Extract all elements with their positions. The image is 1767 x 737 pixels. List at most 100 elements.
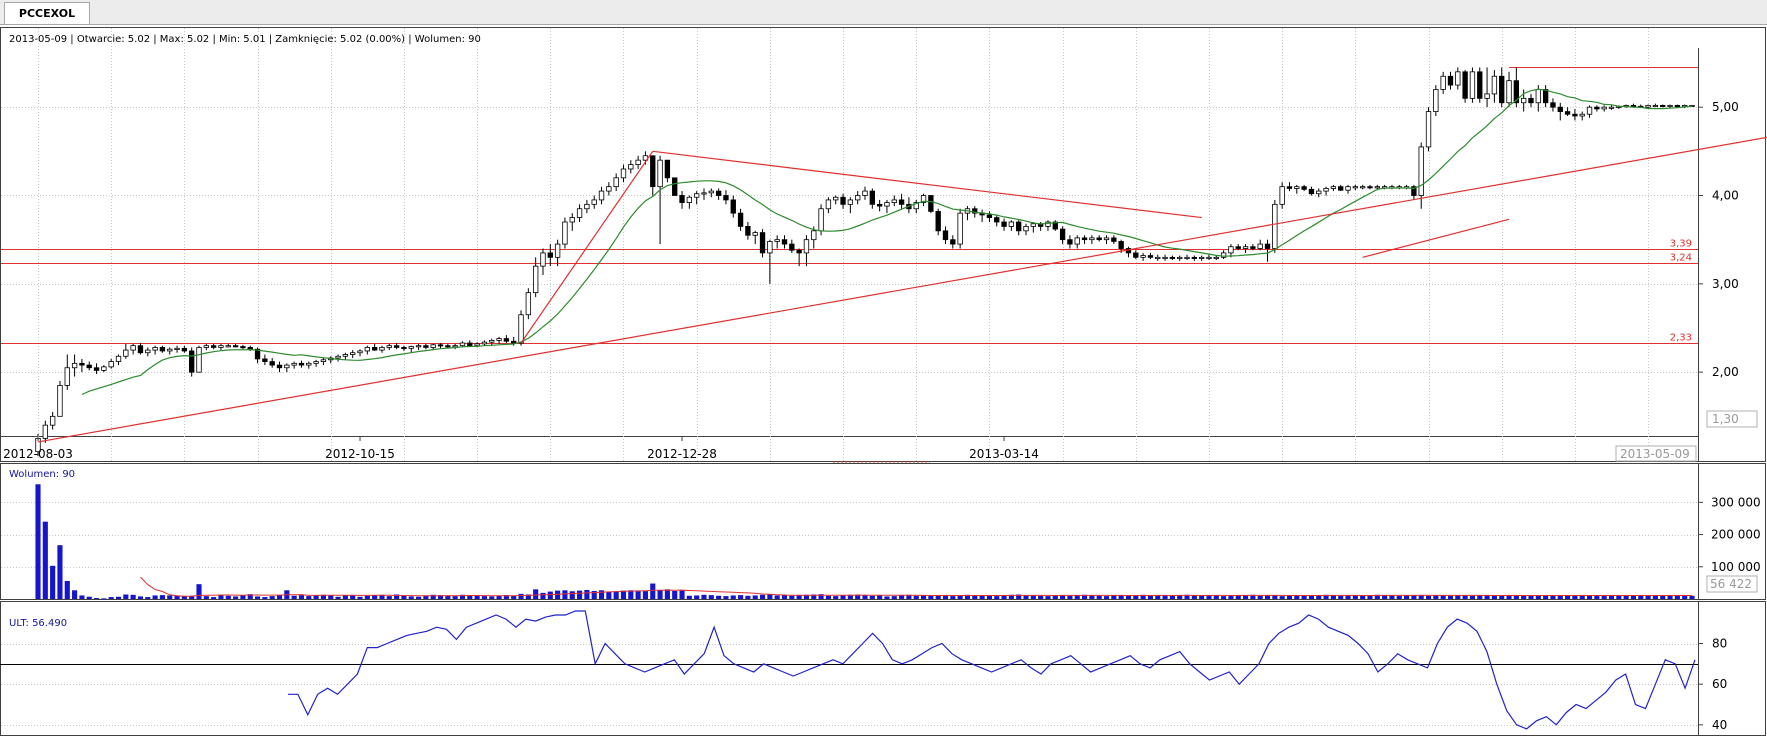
candle-body: [93, 367, 100, 371]
volume-bar: [1169, 595, 1175, 599]
candle-body: [401, 347, 407, 350]
candle-body: [386, 345, 392, 348]
candle-body: [1272, 203, 1278, 249]
candle-body: [1162, 256, 1168, 259]
candle: [686, 195, 693, 209]
candle-body: [1242, 246, 1249, 249]
candle: [789, 239, 795, 253]
date-tick-label: 2013-03-14: [969, 447, 1039, 461]
candle-body: [847, 199, 854, 205]
volume-bar: [620, 590, 627, 599]
volume-bar: [891, 596, 897, 599]
candle: [371, 343, 378, 351]
volume-bar: [101, 598, 107, 600]
candle-body: [803, 239, 810, 254]
candle: [1294, 184, 1300, 194]
candle-body: [920, 195, 927, 203]
candle-body: [115, 355, 122, 362]
candle: [313, 359, 319, 367]
volume-bar: [1367, 595, 1373, 599]
candle: [57, 381, 63, 417]
candle-body: [152, 347, 158, 351]
candle: [306, 361, 312, 369]
candle: [694, 191, 700, 205]
volume-bar: [1060, 595, 1066, 599]
candle-body: [225, 345, 231, 348]
candle-body: [298, 362, 305, 366]
ult-axis-labels: 40 60 80: [1698, 637, 1727, 732]
volume-bar: [320, 594, 326, 599]
candle: [569, 213, 575, 231]
candle: [584, 199, 590, 214]
candle: [986, 211, 993, 222]
volume-bar: [1462, 595, 1468, 599]
candle: [540, 248, 546, 275]
candle: [269, 358, 275, 368]
candle: [1279, 182, 1285, 209]
volume-bar: [1374, 594, 1380, 599]
volume-bar: [225, 595, 231, 599]
candle-body: [174, 347, 180, 350]
candle: [262, 354, 268, 366]
volume-bar: [1243, 595, 1249, 599]
candle: [745, 222, 751, 240]
candle-body: [686, 196, 693, 203]
volume-bar: [1162, 595, 1168, 599]
volume-bar: [1389, 595, 1395, 599]
candle-body: [672, 177, 678, 196]
candle-body: [1652, 105, 1659, 108]
volume-bar: [1469, 595, 1476, 599]
volume-bar: [401, 595, 407, 599]
candle-body: [371, 347, 378, 351]
volume-bar: [1323, 594, 1329, 599]
date-axis-labels: 2012-08-03 2012-10-15 2012-12-28 2013-03-14: [3, 436, 1039, 463]
candle-body: [247, 347, 253, 350]
candle: [1608, 105, 1615, 110]
candle-body: [1030, 223, 1036, 227]
volume-bar: [64, 580, 70, 599]
volume-bar: [825, 595, 831, 599]
volume-bar: [679, 589, 685, 599]
candle-body: [708, 190, 714, 194]
candle: [1484, 67, 1490, 108]
volume-bar: [145, 597, 151, 599]
volume-bar: [1550, 595, 1556, 599]
candle: [1586, 105, 1593, 118]
candle-body: [123, 349, 129, 357]
candle-body: [1323, 188, 1329, 192]
candle-body: [313, 361, 319, 364]
candle: [1133, 250, 1139, 260]
volume-bar: [781, 595, 788, 599]
candle: [42, 420, 48, 443]
candle-body: [357, 350, 363, 354]
volume-bar: [606, 591, 612, 599]
volume-bar: [1601, 595, 1607, 599]
candle-body: [628, 164, 634, 170]
candle: [1301, 184, 1307, 192]
volume-bar: [759, 594, 766, 599]
volume-bar: [935, 595, 941, 599]
candle-body: [452, 345, 458, 348]
candle: [862, 186, 868, 200]
candle-body: [1674, 105, 1681, 108]
candle: [1177, 255, 1183, 261]
level-label: 2,33: [1670, 333, 1692, 344]
candle-body: [972, 208, 978, 214]
candle: [781, 235, 788, 249]
volume-bar: [767, 594, 773, 599]
volume-bar: [1038, 595, 1044, 599]
trend-line: [37, 136, 1767, 443]
candle: [1206, 254, 1212, 260]
volume-bar: [591, 590, 597, 599]
candle: [1286, 182, 1293, 192]
volume-bar: [1191, 595, 1197, 599]
volume-bar: [306, 596, 312, 599]
volume-bar: [840, 595, 846, 599]
volume-bar: [1264, 595, 1271, 599]
candle: [1440, 71, 1446, 94]
tab-pccexol[interactable]: PCCEXOL: [4, 2, 90, 24]
candle-body: [210, 345, 217, 348]
volume-bar: [364, 595, 370, 599]
volume-bar: [474, 595, 480, 599]
candle-body: [1103, 237, 1110, 241]
